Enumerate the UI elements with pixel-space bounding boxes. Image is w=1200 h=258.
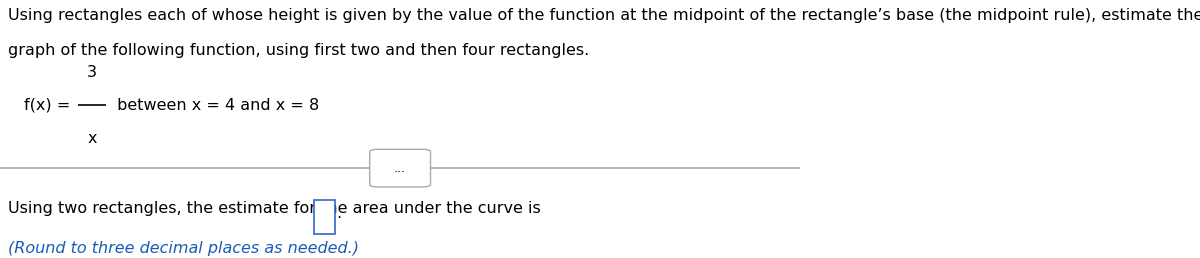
Text: (Round to three decimal places as needed.): (Round to three decimal places as needed… [8, 241, 359, 256]
FancyBboxPatch shape [314, 200, 335, 234]
Text: Using rectangles each of whose height is given by the value of the function at t: Using rectangles each of whose height is… [8, 7, 1200, 22]
Text: ...: ... [394, 162, 406, 175]
Text: .: . [336, 206, 341, 221]
Text: between x = 4 and x = 8: between x = 4 and x = 8 [112, 98, 319, 113]
Text: graph of the following function, using first two and then four rectangles.: graph of the following function, using f… [8, 43, 589, 58]
Text: 3: 3 [88, 65, 97, 80]
Text: f(x) =: f(x) = [24, 98, 71, 113]
FancyBboxPatch shape [370, 149, 431, 187]
Text: x: x [88, 131, 97, 146]
Text: Using two rectangles, the estimate for the area under the curve is: Using two rectangles, the estimate for t… [8, 201, 541, 216]
